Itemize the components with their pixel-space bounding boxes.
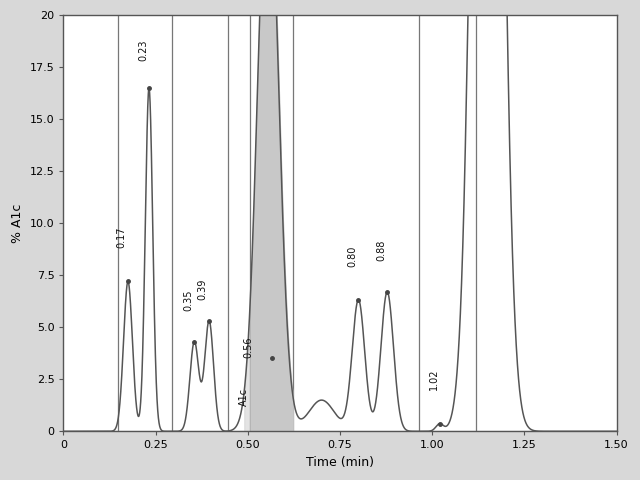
Text: 0.88: 0.88: [376, 240, 387, 261]
Text: 0.23: 0.23: [138, 39, 148, 61]
Text: 0.39: 0.39: [198, 279, 208, 300]
Text: 0.80: 0.80: [347, 246, 357, 267]
Text: 1.02: 1.02: [429, 368, 439, 390]
Text: 0.56: 0.56: [244, 337, 253, 359]
Text: 0.35: 0.35: [183, 289, 193, 311]
Text: 0.17: 0.17: [116, 227, 127, 248]
Y-axis label: % A1c: % A1c: [11, 204, 24, 243]
Text: A1c: A1c: [239, 388, 249, 407]
X-axis label: Time (min): Time (min): [306, 456, 374, 469]
